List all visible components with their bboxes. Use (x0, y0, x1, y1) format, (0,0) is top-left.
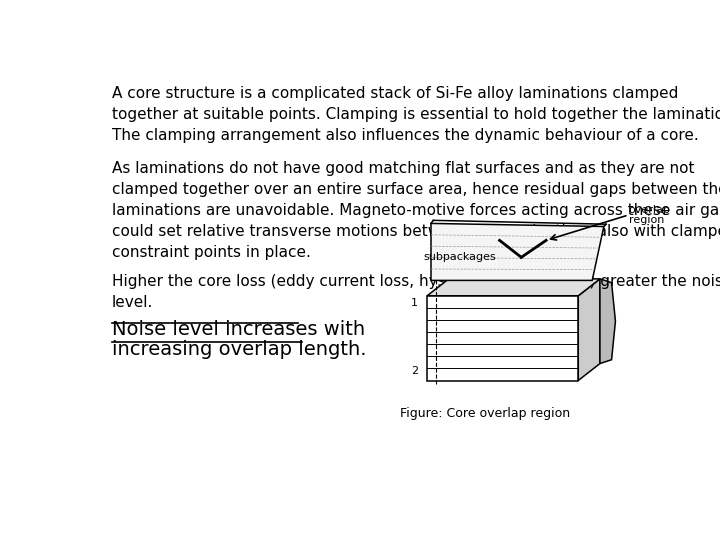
Text: subpackages: subpackages (423, 252, 496, 262)
Polygon shape (427, 296, 578, 381)
Text: A core structure is a complicated stack of Si-Fe alloy laminations clamped
toget: A core structure is a complicated stack … (112, 85, 720, 143)
Text: Higher the core loss (eddy current loss, hysterisis, copper loss) greater the no: Higher the core loss (eddy current loss,… (112, 274, 720, 310)
Polygon shape (600, 279, 616, 363)
Text: overlap: overlap (629, 205, 670, 215)
Text: 1: 1 (411, 299, 418, 308)
Text: increasing overlap length.: increasing overlap length. (112, 340, 366, 359)
Polygon shape (578, 279, 600, 381)
Polygon shape (427, 279, 600, 296)
Text: As laminations do not have good matching flat surfaces and as they are not
clamp: As laminations do not have good matching… (112, 161, 720, 260)
Text: Figure: Core overlap region: Figure: Core overlap region (400, 408, 570, 421)
Text: 2: 2 (410, 366, 418, 376)
Text: Noise level increases with: Noise level increases with (112, 320, 365, 340)
Polygon shape (431, 224, 604, 280)
Text: region: region (629, 215, 664, 225)
